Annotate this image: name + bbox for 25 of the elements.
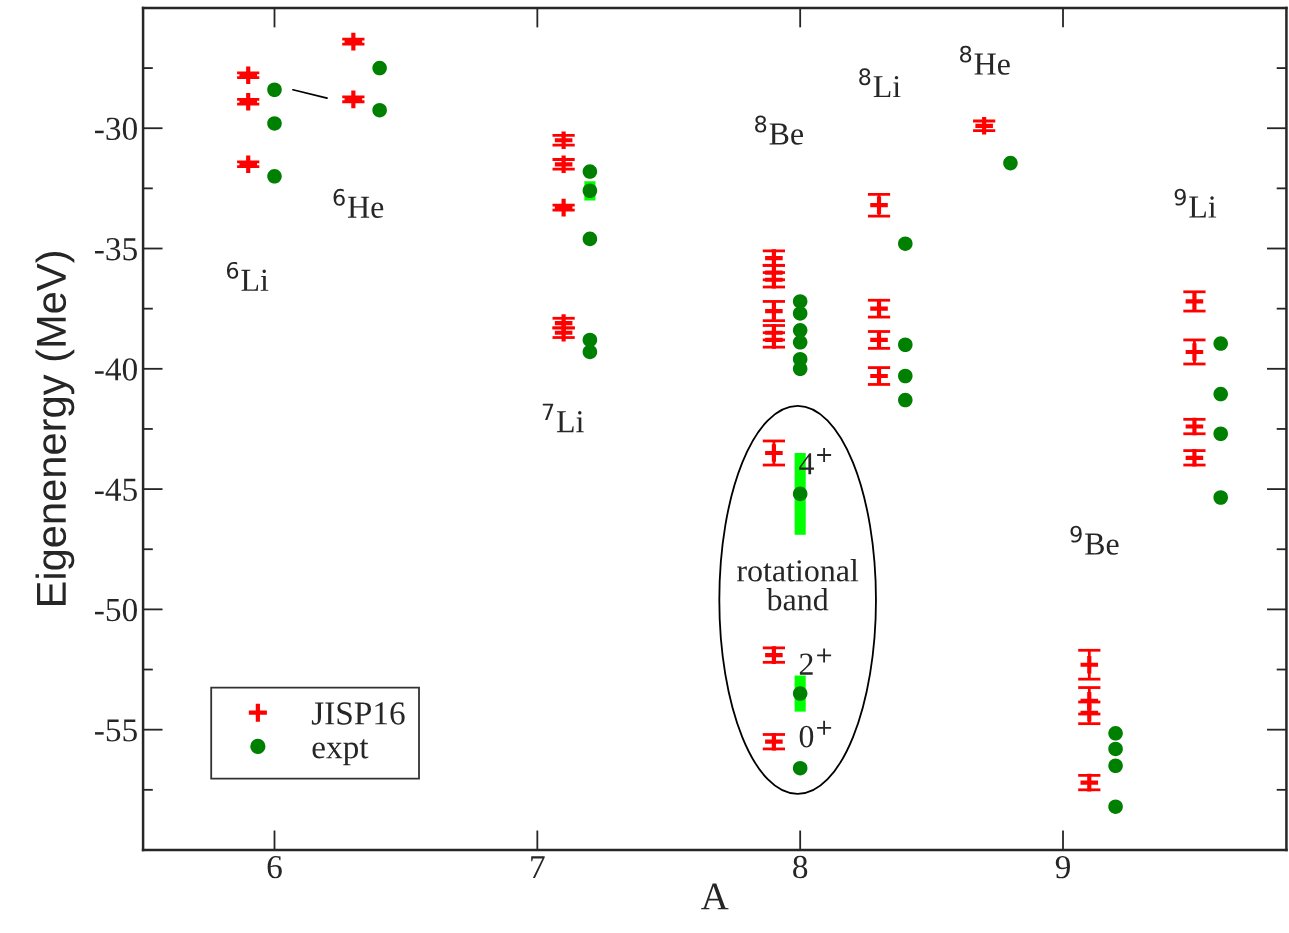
y-tick-label: -35 [95, 238, 137, 261]
legend-label: expt [312, 739, 369, 766]
y-tick-label: -55 [95, 719, 137, 742]
legend-label: JISP16 [311, 702, 405, 725]
annotation: rotational band [737, 559, 859, 611]
y-tick-label: -40 [95, 358, 137, 381]
x-tick-label: 6 [267, 855, 282, 879]
annotation: $^{8}$Be [755, 115, 804, 145]
annotation: $^{6}$He [333, 188, 384, 218]
x-tick-label: 9 [1055, 855, 1070, 879]
x-tick-label: 8 [793, 855, 808, 879]
annotation: $^{8}$He [960, 45, 1010, 75]
annotation: $^{7}$Li [542, 403, 584, 433]
annotation: 0$^{+}$ [799, 720, 832, 748]
y-tick-label: -45 [95, 478, 137, 501]
y-axis-title: Eigenenergy (MeV) [35, 252, 75, 605]
annotation: $^{9}$Be [1070, 525, 1119, 555]
x-tick-label: 7 [531, 856, 545, 878]
annotation: $^{6}$Li [226, 261, 269, 291]
y-tick-label: -30 [95, 117, 137, 141]
annotation: 2$^{+}$ [799, 648, 832, 675]
annotation: $^{8}$Li [859, 68, 901, 98]
annotation: $^{9}$Li [1174, 188, 1217, 218]
y-tick-label: -50 [95, 598, 137, 622]
x-axis-title: A [701, 883, 729, 910]
